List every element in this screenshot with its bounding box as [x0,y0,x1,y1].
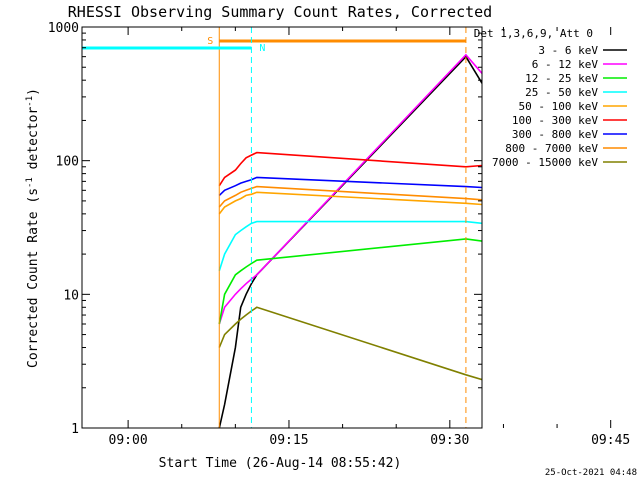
x-tick-label-2: 09:15 [269,433,308,448]
plot-frame [81,26,483,429]
series-line-3 [218,238,482,325]
legend-label-3: 12 - 25 keV [525,72,598,85]
x-tick-label-3: 09:30 [430,433,469,448]
series-line-6 [218,151,482,187]
chart-title: RHESSI Observing Summary Count Rates, Co… [68,3,492,21]
render-timestamp: 25-Oct-2021 04:48 [545,468,637,478]
series-line-7 [218,176,482,196]
series-layer [218,53,482,428]
y-tick-label-4: 1000 [48,21,79,36]
legend-label-1: 3 - 6 keV [538,44,598,57]
legend-label-9: 7000 - 15000 keV [492,156,598,169]
legend-title: Det 1,3,6,9, Att 0 [474,27,593,40]
legend-label-8: 800 - 7000 keV [505,142,598,155]
legend-label-4: 25 - 50 keV [525,86,598,99]
night-label: N [259,43,265,54]
y-tick-label-3: 100 [56,155,79,170]
flags-layer [82,27,467,428]
y-axis-label: Corrected Count Rate (s-1 detector-1) [25,88,41,368]
series-line-8 [218,185,482,208]
legend-label-5: 50 - 100 keV [519,100,599,113]
y-tick-label-1: 1 [71,422,79,437]
legend-label-6: 100 - 300 keV [512,114,598,127]
series-line-5 [218,191,482,215]
series-line-2 [218,53,482,325]
saa-label: S [207,36,213,47]
x-tick-label-1: 09:00 [109,433,148,448]
legend-label-2: 6 - 12 keV [532,58,599,71]
y-tick-label-2: 10 [63,288,79,303]
x-tick-label-4: 09:45 [591,433,630,448]
series-line-9 [218,306,482,381]
axis-layer: 09:0009:1509:3009:4510:0010:1510:3011010… [48,21,631,448]
x-axis-label: Start Time (26-Aug-14 08:55:42) [159,456,402,471]
series-line-4 [218,220,482,272]
legend-label-7: 300 - 800 keV [512,128,598,141]
